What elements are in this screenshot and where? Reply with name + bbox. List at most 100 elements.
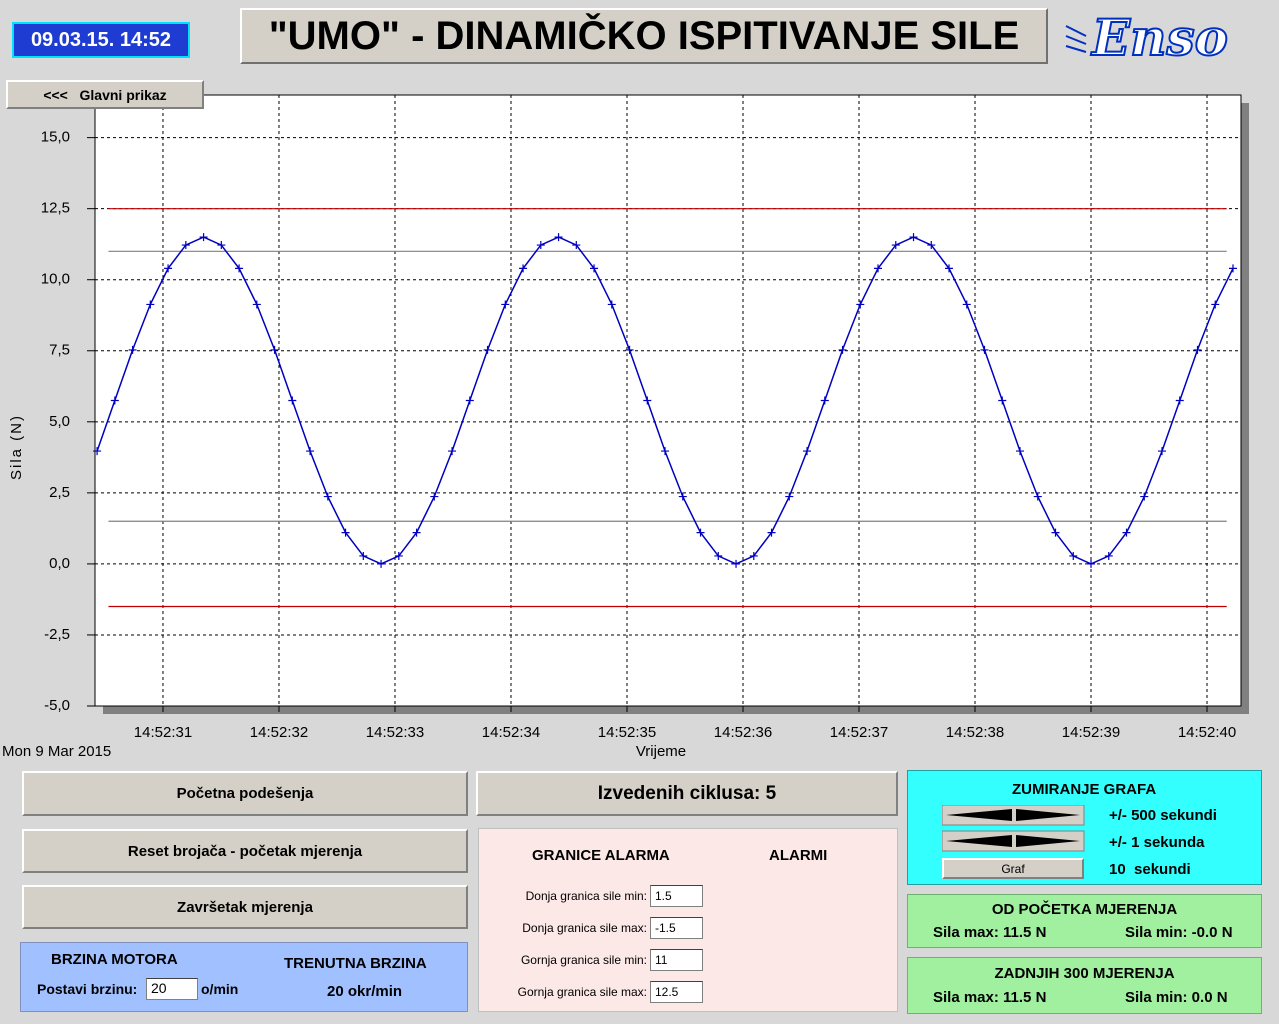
button[interactable]: Završetak mjerenja [22, 885, 468, 929]
point-marker [590, 264, 599, 273]
x-tick-label: 14:52:39 [1062, 724, 1120, 741]
point-marker [980, 345, 989, 354]
alarm-label: Donja granica sile max: [522, 921, 647, 935]
point-marker [501, 300, 510, 309]
x-tick-label: 14:52:31 [134, 724, 192, 741]
point-marker [820, 396, 829, 405]
alarm-input[interactable]: 1.5 [650, 885, 703, 907]
alarm-input[interactable]: -1.5 [650, 917, 703, 939]
point-marker [412, 528, 421, 537]
point-marker [1122, 528, 1131, 537]
x-tick-label: 14:52:38 [946, 724, 1004, 741]
panel-title: OD POČETKA MJERENJA [991, 901, 1178, 918]
point-marker [465, 396, 474, 405]
plot-area [94, 94, 1242, 707]
alarm-input[interactable]: 12.5 [650, 981, 703, 1003]
point-marker [394, 551, 403, 560]
current-title: TRENUTNA BRZINA [284, 955, 427, 972]
x-tick-label: 14:52:37 [830, 724, 888, 741]
point-marker [1087, 559, 1096, 568]
x-tick-label: 14:52:34 [482, 724, 540, 741]
point-marker [572, 241, 581, 250]
point-marker [838, 345, 847, 354]
zoom-title: ZUMIRANJE GRAFA [1012, 781, 1157, 798]
last300-panel: ZADNJIH 300 MJERENJA Sila max: 11.5 N Si… [907, 957, 1262, 1014]
point-marker [164, 264, 173, 273]
point-marker [217, 241, 226, 250]
point-marker [252, 300, 261, 309]
point-marker [803, 447, 812, 456]
set-unit: o/min [201, 981, 239, 997]
x-tick-label: 14:52:36 [714, 724, 772, 741]
point-marker [93, 447, 102, 456]
zoom-row: +/- 500 sekundi [1109, 807, 1217, 824]
point-marker [714, 551, 723, 560]
cycles: Izvedenih ciklusa: 5 [476, 771, 898, 816]
alarm-label: Donja granica sile min: [525, 889, 647, 903]
alarm-input[interactable]: 11 [650, 949, 703, 971]
force-max: Sila max: 11.5 N [933, 989, 1047, 1006]
y-tick-label: 10,0 [41, 271, 70, 288]
point-marker [448, 447, 457, 456]
alarm-limits-title: GRANICE ALARMA [532, 847, 670, 864]
point-marker [696, 528, 705, 537]
force-min: Sila min: -0.0 N [1125, 924, 1233, 941]
speed-input[interactable]: 20 [146, 978, 198, 1000]
y-tick-label: -5,0 [44, 697, 70, 714]
y-tick-label: 5,0 [49, 413, 70, 430]
y-tick-label: 7,5 [49, 342, 70, 359]
point-marker [1229, 264, 1237, 273]
point-marker [1158, 447, 1166, 456]
logo-text: Enso [1090, 8, 1228, 66]
current-value: 20 okr/min [327, 983, 403, 1000]
point-marker [785, 492, 794, 501]
zoom-panel: ZUMIRANJE GRAFA +/- 500 sekundi +/- 1 se… [907, 770, 1262, 885]
x-axis-title: Vrijeme [636, 743, 686, 760]
point-marker [1211, 300, 1220, 309]
point-marker [678, 492, 687, 501]
point-marker [341, 528, 350, 537]
point-marker [288, 396, 297, 405]
point-marker [767, 528, 776, 537]
point-marker [1016, 447, 1025, 456]
alarm-panel: GRANICE ALARMA ALARMI Donja granica sile… [478, 828, 898, 1012]
point-marker [554, 233, 563, 242]
y-tick-label: -2,5 [44, 626, 70, 643]
point-marker [483, 345, 492, 354]
point-marker [323, 492, 332, 501]
y-axis-title: Sila (N) [8, 414, 25, 480]
button[interactable]: Reset brojača - početak mjerenja [22, 829, 468, 873]
point-marker [1033, 492, 1042, 501]
point-marker [536, 241, 545, 250]
date-label: Mon 9 Mar 2015 [2, 743, 111, 760]
point-marker [1140, 492, 1149, 501]
x-tick-label: 14:52:40 [1178, 724, 1236, 741]
x-tick-label: 14:52:33 [366, 724, 424, 741]
point-marker [945, 264, 954, 273]
page-title: "UMO" - DINAMIČKO ISPITIVANJE SILE [240, 8, 1048, 64]
button[interactable]: Početna podešenja [22, 771, 468, 816]
point-marker [146, 300, 155, 309]
y-tick-label: 12,5 [41, 200, 70, 217]
point-marker [998, 396, 1007, 405]
point-marker [856, 300, 865, 309]
y-tick-label: 0,0 [49, 555, 70, 572]
x-tick-label: 14:52:35 [598, 724, 656, 741]
point-marker [181, 241, 190, 250]
alarm-label: Gornja granica sile min: [520, 953, 647, 967]
graf-button[interactable]: Graf [942, 858, 1084, 879]
set-label: Postavi brzinu: [37, 981, 138, 997]
chart: Sila (N) Vrijeme Mon 9 Mar 2015 -5,0 -2,5… [2, 94, 1249, 760]
point-marker [1069, 551, 1078, 560]
point-marker [1175, 396, 1184, 405]
motor-title: BRZINA MOTORA [51, 951, 178, 968]
nav-button[interactable]: <<< Glavni prikaz [6, 80, 204, 109]
point-marker [128, 345, 137, 354]
motor-panel: BRZINA MOTORA Postavi brzinu: 20 o/min T… [20, 942, 468, 1012]
zoom-row: 10 sekundi [1109, 861, 1191, 878]
x-tick-label: 14:52:32 [250, 724, 308, 741]
zoom-sliders[interactable] [942, 805, 1086, 855]
point-marker [199, 233, 208, 242]
point-marker [235, 264, 244, 273]
